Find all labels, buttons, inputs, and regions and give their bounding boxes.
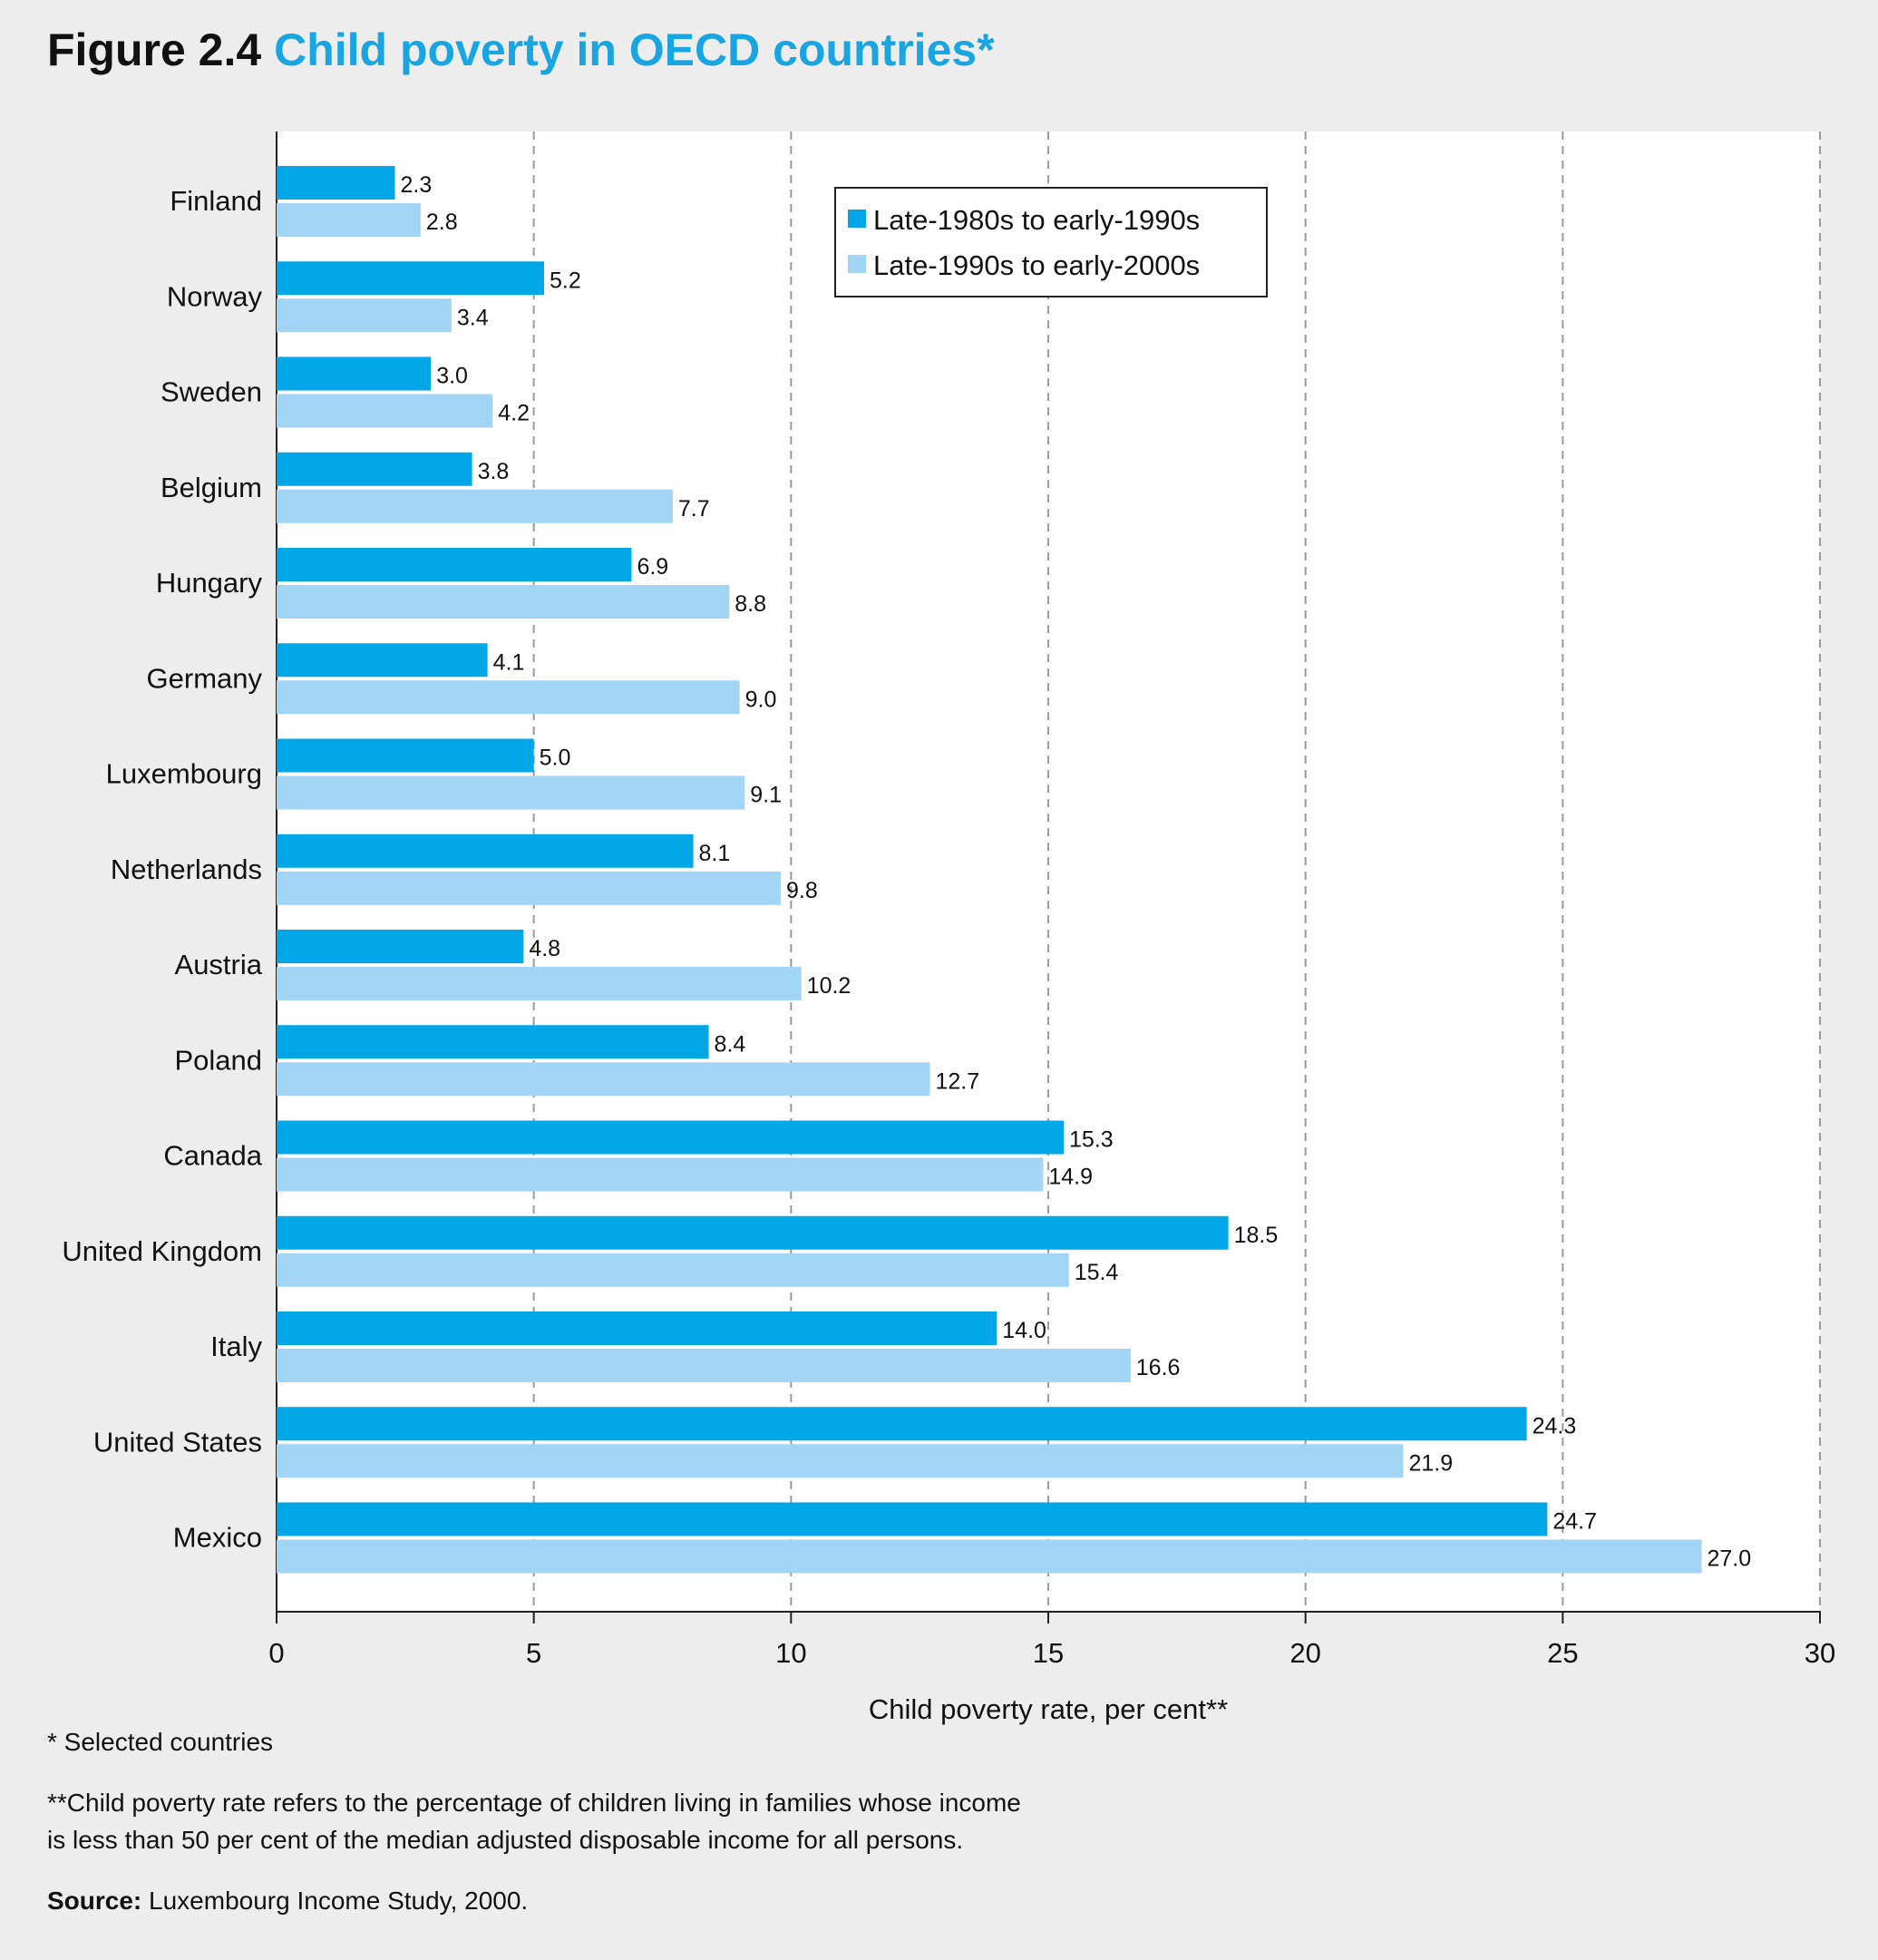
- footnote-definition-2: is less than 50 per cent of the median a…: [47, 1826, 964, 1854]
- category-label: United Kingdom: [62, 1235, 262, 1267]
- figure-heading: Child poverty in OECD countries*: [274, 24, 995, 75]
- data-label: 3.0: [436, 364, 468, 389]
- data-label: 15.3: [1069, 1127, 1114, 1153]
- data-label: 2.3: [400, 172, 432, 198]
- category-label: United States: [93, 1426, 262, 1458]
- bar: [277, 1120, 1065, 1155]
- category-label: Canada: [163, 1140, 262, 1172]
- data-label: 4.1: [493, 649, 525, 675]
- data-label: 7.7: [678, 496, 710, 522]
- bar: [277, 738, 534, 773]
- legend-label: Late-1980s to early-1990s: [873, 204, 1200, 236]
- bar: [277, 1407, 1527, 1441]
- category-label: Poland: [174, 1044, 262, 1076]
- category-label: Sweden: [161, 376, 262, 408]
- bar: [277, 261, 545, 296]
- bar: [277, 585, 730, 619]
- category-label: Netherlands: [111, 853, 262, 885]
- category-label: Italy: [210, 1331, 262, 1362]
- data-label: 15.4: [1075, 1260, 1119, 1285]
- bar: [277, 871, 781, 905]
- data-label: 3.8: [478, 459, 510, 484]
- legend-box: [834, 187, 1268, 297]
- category-label: Luxembourg: [106, 758, 262, 790]
- footnote-definition-1: **Child poverty rate refers to the perce…: [47, 1789, 1021, 1817]
- data-label: 3.4: [457, 305, 489, 330]
- bar: [277, 1349, 1131, 1382]
- legend-swatch: [848, 210, 866, 228]
- bar: [277, 548, 632, 581]
- x-tick-label: 10: [775, 1637, 806, 1669]
- bar: [277, 489, 673, 523]
- data-label: 9.8: [786, 878, 818, 903]
- data-label: 5.2: [550, 268, 581, 293]
- data-label: 16.6: [1136, 1355, 1181, 1380]
- bar: [277, 643, 488, 678]
- data-label: 9.0: [745, 687, 777, 712]
- source-text: Luxembourg Income Study, 2000.: [141, 1887, 529, 1915]
- data-label: 24.7: [1552, 1509, 1597, 1535]
- bar: [277, 834, 694, 868]
- x-tick-label: 20: [1289, 1637, 1320, 1669]
- bar: [277, 452, 472, 486]
- data-label: 4.8: [529, 936, 560, 961]
- x-tick-label: 25: [1547, 1637, 1578, 1669]
- bar: [277, 1062, 930, 1097]
- category-label: Hungary: [156, 567, 263, 599]
- data-label: 8.8: [735, 591, 766, 617]
- category-label: Finland: [170, 185, 262, 217]
- data-label: 2.8: [426, 210, 458, 235]
- x-tick-label: 0: [268, 1637, 284, 1669]
- category-label: Belgium: [161, 472, 262, 503]
- bar: [277, 1025, 709, 1059]
- category-label: Germany: [147, 662, 263, 694]
- bar-chart: 0 5 10 15 20 25 30 Child poverty rate, per cent…: [62, 132, 1835, 1725]
- data-label: 14.0: [1002, 1318, 1046, 1343]
- bar: [277, 967, 802, 1000]
- bar: [277, 356, 432, 391]
- bar: [277, 203, 421, 237]
- footnote-selected: * Selected countries: [47, 1728, 274, 1756]
- data-label: 4.2: [498, 401, 530, 426]
- bar: [277, 394, 493, 428]
- data-label: 8.1: [699, 841, 731, 866]
- x-tick-label: 15: [1033, 1637, 1064, 1669]
- bar: [277, 166, 395, 200]
- data-label: 6.9: [637, 554, 668, 580]
- bar: [277, 1539, 1702, 1574]
- legend-label: Late-1990s to early-2000s: [873, 249, 1200, 281]
- data-label: 24.3: [1533, 1413, 1577, 1438]
- bar: [277, 1444, 1404, 1478]
- figure-label: Figure 2.4: [47, 24, 262, 75]
- x-tick-label: 5: [526, 1637, 541, 1669]
- data-label: 8.4: [715, 1031, 746, 1057]
- category-label: Austria: [175, 949, 263, 980]
- category-label: Norway: [167, 280, 263, 312]
- bar: [277, 1502, 1548, 1536]
- source-label: Source:: [47, 1887, 142, 1915]
- bar: [277, 1312, 997, 1345]
- data-label: 18.5: [1234, 1223, 1279, 1248]
- bar: [277, 1253, 1069, 1287]
- x-axis-title: Child poverty rate, per cent**: [869, 1693, 1228, 1725]
- figure-title: Figure 2.4 Child poverty in OECD countri…: [47, 24, 995, 76]
- x-tick-label: 30: [1805, 1637, 1835, 1669]
- data-label: 10.2: [807, 973, 851, 999]
- bar: [277, 298, 452, 333]
- bar: [277, 680, 740, 715]
- data-label: 14.9: [1048, 1165, 1093, 1190]
- bar: [277, 1157, 1044, 1192]
- data-label: 12.7: [936, 1068, 980, 1094]
- bar: [277, 930, 524, 963]
- bar: [277, 775, 745, 810]
- data-label: 5.0: [540, 746, 571, 771]
- legend-swatch: [848, 255, 866, 273]
- data-label: 21.9: [1408, 1450, 1453, 1476]
- data-label: 27.0: [1708, 1546, 1752, 1572]
- bar: [277, 1215, 1229, 1250]
- category-label: Mexico: [173, 1522, 262, 1554]
- data-label: 9.1: [750, 783, 782, 808]
- footnote-source: Source: Luxembourg Income Study, 2000.: [47, 1887, 528, 1916]
